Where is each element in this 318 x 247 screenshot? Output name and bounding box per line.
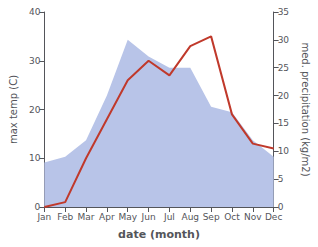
svg-text:May: May [118, 212, 137, 222]
svg-text:max temp (C): max temp (C) [8, 75, 19, 144]
svg-text:20: 20 [278, 91, 290, 101]
svg-text:Apr: Apr [99, 212, 115, 222]
svg-text:30: 30 [29, 56, 41, 66]
svg-text:Oct: Oct [224, 212, 240, 222]
svg-text:10: 10 [278, 146, 290, 156]
svg-text:Jun: Jun [141, 212, 156, 222]
svg-text:0: 0 [278, 202, 284, 212]
svg-text:Jul: Jul [163, 212, 175, 222]
svg-text:40: 40 [29, 7, 41, 17]
svg-text:Sep: Sep [203, 212, 220, 222]
svg-text:Mar: Mar [78, 212, 95, 222]
svg-text:35: 35 [278, 7, 289, 17]
svg-text:25: 25 [278, 63, 289, 73]
svg-text:med. precipitation (kg/m2): med. precipitation (kg/m2) [300, 42, 311, 176]
svg-text:10: 10 [29, 153, 41, 163]
svg-text:Dec: Dec [265, 212, 282, 222]
svg-text:date (month): date (month) [118, 228, 200, 241]
svg-text:Feb: Feb [57, 212, 73, 222]
svg-text:Nov: Nov [244, 212, 262, 222]
svg-text:20: 20 [29, 105, 41, 115]
svg-text:15: 15 [278, 118, 289, 128]
svg-text:Aug: Aug [181, 212, 199, 222]
svg-text:Jan: Jan [36, 212, 51, 222]
svg-text:5: 5 [278, 174, 284, 184]
svg-text:0: 0 [35, 202, 41, 212]
svg-text:30: 30 [278, 35, 290, 45]
